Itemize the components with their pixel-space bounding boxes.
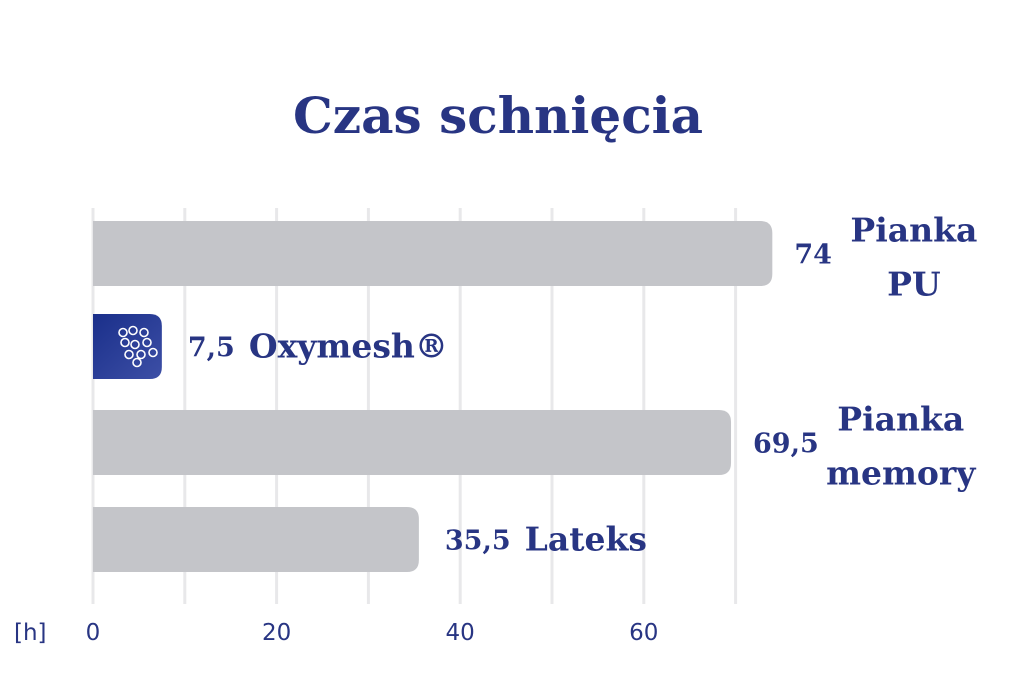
value-label-3: 35,5 [445,526,511,557]
value-label-0: 74 [794,240,832,271]
bar-0 [93,221,773,286]
oxymesh-dots-icon [118,325,158,368]
x-tick-20: 20 [262,620,291,646]
x-tick-60: 60 [629,620,658,646]
value-label-2: 69,5 [753,429,819,460]
bars [93,221,773,572]
bar-3 [93,507,419,572]
chart-title: Czas schnięcia [292,86,704,145]
category-label-2-line-0: Pianka [837,400,964,439]
labels: 74 Pianka PU 7,5 Oxymesh® 69,5 Pianka memory 35,… [188,211,978,559]
value-label-1: 7,5 [188,333,235,364]
category-label-2-line-1: memory [826,454,976,493]
category-label-0-line-0: Pianka [850,211,977,250]
x-tick-0: 0 [86,620,101,646]
unit-label: [h] [14,620,47,646]
x-tick-40: 40 [446,620,475,646]
category-label-0-line-1: PU [887,265,941,304]
category-label-1: Oxymesh® [249,327,448,366]
category-label-3: Lateks [525,520,647,559]
x-axis: [h] 0 20 40 60 [14,620,658,646]
bar-2 [93,410,732,475]
